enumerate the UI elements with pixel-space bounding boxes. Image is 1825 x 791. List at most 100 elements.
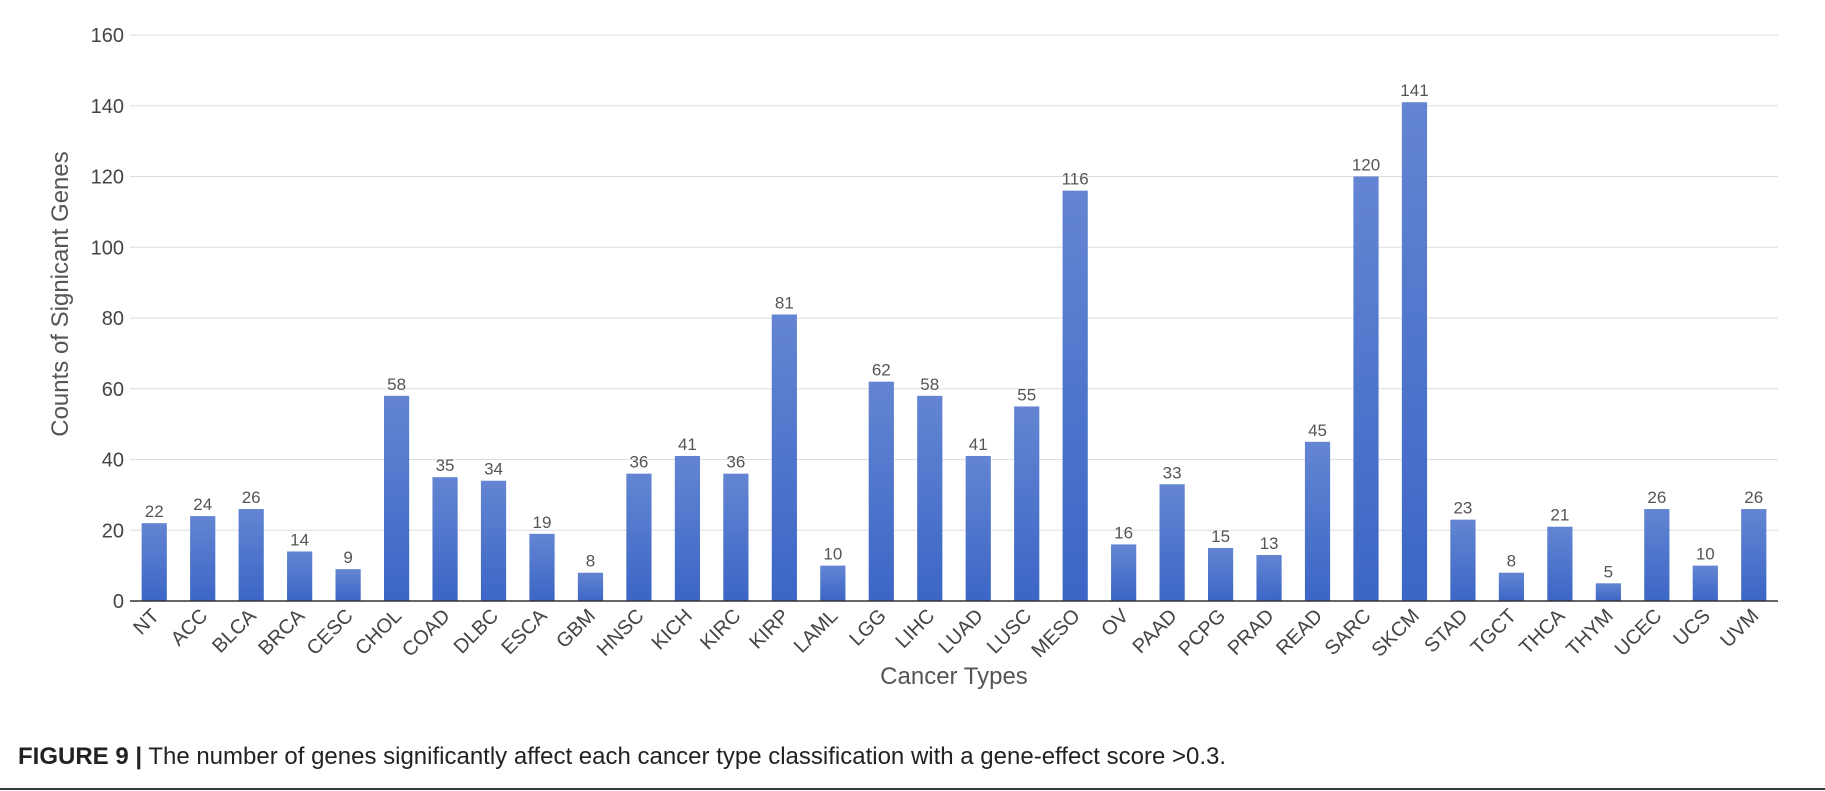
bar-lgg [868,381,894,601]
data-label: 5 [1604,562,1613,581]
bar-uvm [1741,509,1767,601]
bar-coad [432,477,458,601]
bar-cesc [335,569,361,601]
bar-thca [1547,526,1573,601]
data-label: 36 [629,453,648,472]
y-tick-label: 120 [91,167,124,189]
x-axis-title: Cancer Types [880,663,1028,690]
data-label: 8 [586,552,595,571]
data-label: 22 [145,502,164,521]
bar-skcm [1401,102,1428,602]
bar-hnsc [626,473,652,601]
bar-dlbc [480,480,507,601]
x-tick-label: LGG [845,605,890,650]
x-tick-label: HNSC [593,605,649,661]
caption-text: The number of genes significantly affect… [148,743,1227,770]
x-tick-label: CESC [303,605,358,660]
data-label: 120 [1352,156,1380,175]
bar-acc [190,516,216,601]
y-tick-label: 80 [102,308,124,330]
x-tick-label: NT [129,605,163,639]
bar-laml [820,565,846,601]
bars [141,102,1767,602]
x-tick-label: OV [1097,605,1133,641]
figure-caption: FIGURE 9 | The number of genes significa… [18,743,1226,771]
x-tick-label: MESO [1028,605,1085,662]
y-axis-ticks: 0 20 40 60 80 100 120 140 160 [91,25,124,613]
data-label: 55 [1017,385,1036,404]
bar-esca [529,533,555,601]
data-label: 141 [1400,81,1428,100]
x-tick-label: KIRC [696,605,745,654]
y-tick-label: 40 [102,450,124,472]
data-label: 26 [1744,488,1763,507]
x-tick-label: LAML [790,605,843,658]
data-label: 8 [1507,552,1516,571]
bar-tgct [1498,572,1525,601]
data-label: 23 [1453,499,1472,518]
data-label: 34 [484,460,503,479]
data-label: 36 [726,453,745,472]
x-tick-label: LUSC [983,605,1036,658]
x-tick-label: TGCT [1467,605,1521,659]
data-label: 58 [387,375,406,394]
x-tick-label: SKCM [1368,605,1424,661]
bar-meso [1062,190,1088,601]
data-label: 81 [775,293,794,312]
figure-label: FIGURE 9 | [18,743,143,770]
bar-ucs [1692,565,1718,601]
data-label: 45 [1308,421,1327,440]
data-label: 14 [290,530,309,549]
bar-kich [674,455,701,601]
data-label: 26 [1647,488,1666,507]
y-tick-label: 100 [91,237,124,259]
x-tick-label: PRAD [1224,605,1279,660]
y-tick-label: 160 [91,25,124,47]
bar-kirp [771,314,797,601]
bar-prad [1256,555,1282,601]
x-tick-label: READ [1272,605,1327,660]
data-label: 16 [1114,523,1133,542]
data-label: 13 [1260,534,1279,553]
data-label: 24 [193,495,212,514]
x-tick-label: SARC [1321,605,1376,660]
data-label: 19 [533,513,552,532]
bar-blca [238,509,264,601]
bar-paad [1159,484,1185,601]
x-tick-label: UCEC [1611,605,1667,661]
x-tick-label: LUAD [934,605,987,658]
x-tick-label: LIHC [892,605,940,653]
y-tick-label: 20 [102,520,124,542]
x-tick-label: ACC [167,605,212,650]
bar-lusc [1014,406,1040,601]
data-label: 35 [436,456,455,475]
data-label: 21 [1550,506,1569,525]
data-label: 58 [920,375,939,394]
bar-thym [1595,583,1621,601]
bar-kirc [723,473,749,601]
x-tick-label: KIRP [745,605,794,654]
bar-stad [1450,519,1476,601]
bar-ucec [1644,509,1670,601]
data-label: 62 [872,361,891,380]
gridlines [130,34,1778,531]
x-tick-label: STAD [1420,605,1472,657]
data-label: 33 [1163,463,1182,482]
x-tick-label: THCA [1515,605,1570,660]
bar-luad [965,455,991,601]
bar-read [1304,441,1331,601]
bar-sarc [1353,176,1379,601]
x-tick-label: DLBC [450,605,503,658]
bar-brca [287,551,313,601]
x-tick-label: ESCA [497,605,552,660]
x-tick-label: UVM [1716,605,1763,652]
x-tick-label: CHOL [351,605,406,660]
bar-lihc [917,395,943,601]
bar-nt [141,523,167,601]
data-label: 116 [1062,170,1089,189]
bar-gbm [577,572,604,601]
